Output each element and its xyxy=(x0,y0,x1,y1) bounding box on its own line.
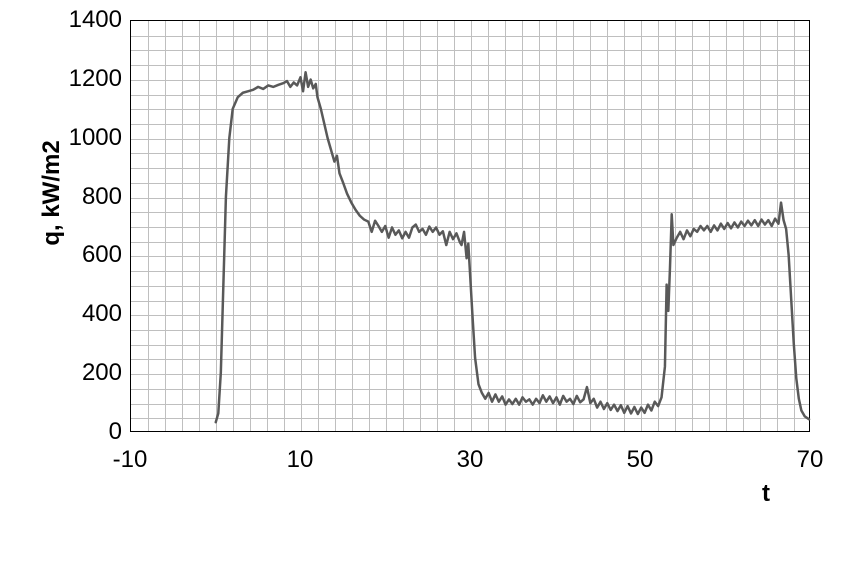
y-tick-label: 0 xyxy=(109,418,122,446)
x-tick-label: 70 xyxy=(797,446,824,474)
chart-container: q, kW/m2 t -10 10 30 50 70 0 200 400 600 800 1000 1… xyxy=(0,0,843,562)
y-tick-label: 400 xyxy=(82,300,122,328)
y-tick-label: 600 xyxy=(82,241,122,269)
x-tick-label: 30 xyxy=(457,446,484,474)
y-tick-label: 1400 xyxy=(69,6,122,34)
y-tick-label: 1000 xyxy=(69,124,122,152)
x-tick-label: 10 xyxy=(287,446,314,474)
x-axis-label: t xyxy=(762,480,770,508)
plot-area xyxy=(130,20,810,432)
y-axis-label: q, kW/m2 xyxy=(38,140,66,245)
y-tick-label: 800 xyxy=(82,183,122,211)
x-tick-label: 50 xyxy=(627,446,654,474)
y-tick-label: 200 xyxy=(82,359,122,387)
data-series-line xyxy=(216,72,809,422)
x-tick-label: -10 xyxy=(113,446,148,474)
y-tick-label: 1200 xyxy=(69,65,122,93)
line-series xyxy=(131,21,809,431)
